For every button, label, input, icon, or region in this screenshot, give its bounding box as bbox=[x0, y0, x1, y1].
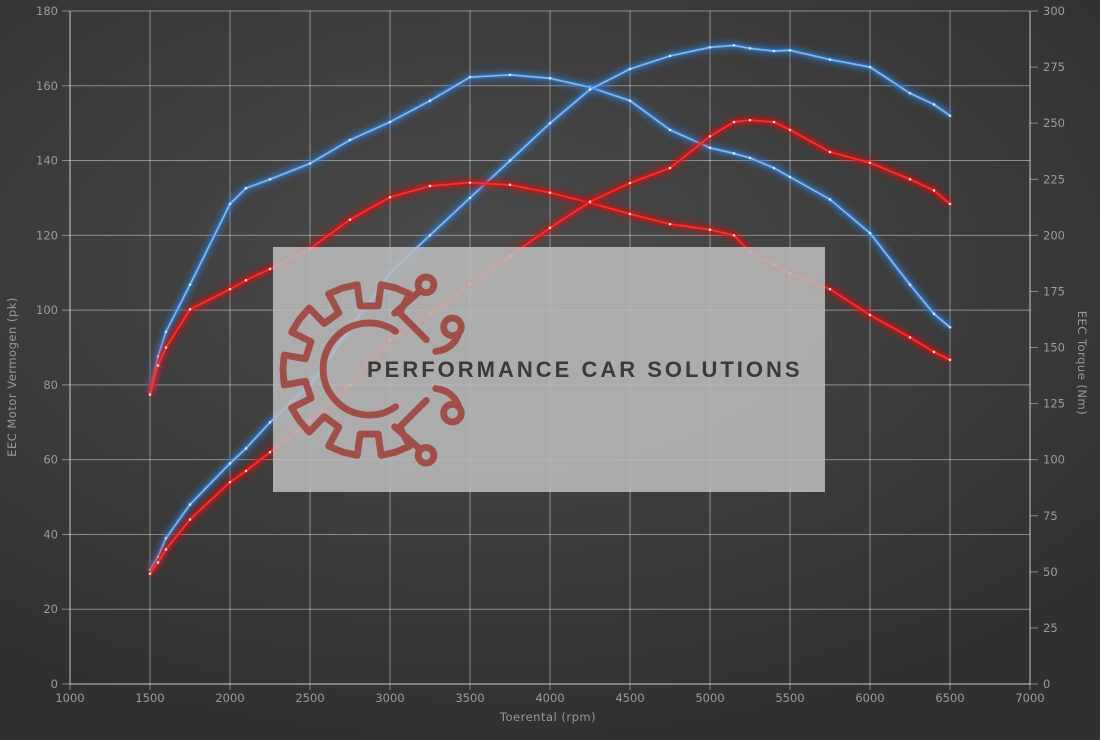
tick-label: 20 bbox=[43, 602, 58, 616]
right-axis-title: EEC Torque (Nm) bbox=[1075, 311, 1089, 415]
tick-label: 6000 bbox=[855, 691, 884, 705]
tick-label: 5500 bbox=[775, 691, 804, 705]
tick-label: 275 bbox=[1043, 60, 1065, 74]
tick-label: 1000 bbox=[55, 691, 84, 705]
gear-inner-arc bbox=[319, 319, 400, 419]
tick-label: 100 bbox=[1043, 453, 1065, 467]
axis-ticks bbox=[62, 10, 1038, 690]
tick-label: 100 bbox=[36, 303, 58, 317]
circuit-dot-bottom bbox=[414, 443, 438, 467]
tick-label: 3000 bbox=[375, 691, 404, 705]
circuit-dot-top bbox=[414, 272, 438, 296]
tick-label: 7000 bbox=[1015, 691, 1044, 705]
tick-label: 180 bbox=[36, 4, 58, 18]
tick-label: 3500 bbox=[455, 691, 484, 705]
tick-label: 160 bbox=[36, 79, 58, 93]
tick-label: 50 bbox=[1043, 565, 1058, 579]
circuit-dot-curl-bottom bbox=[440, 400, 465, 425]
dyno-curves bbox=[146, 41, 953, 577]
tick-label: 6500 bbox=[935, 691, 964, 705]
tick-label: 175 bbox=[1043, 284, 1065, 298]
tick-label: 1500 bbox=[135, 691, 164, 705]
circuit-dot-curl-top bbox=[440, 314, 465, 339]
gear-outline bbox=[279, 280, 430, 459]
tick-label: 60 bbox=[43, 453, 58, 467]
tick-label: 150 bbox=[1043, 341, 1065, 355]
tick-label: 5000 bbox=[695, 691, 724, 705]
x-axis-title: Toerental (rpm) bbox=[499, 710, 596, 724]
tick-label: 120 bbox=[36, 228, 58, 242]
tick-labels: 0 20 40 60 80 100 120 140 160 180 0 25 50 75 100 125 150… bbox=[36, 4, 1065, 705]
tick-label: 140 bbox=[36, 154, 58, 168]
tick-label: 200 bbox=[1043, 228, 1065, 242]
tick-label: 250 bbox=[1043, 116, 1065, 130]
curve-power-blue bbox=[146, 41, 953, 573]
tick-label: 0 bbox=[51, 677, 58, 691]
brand-name: PERFORMANCE CAR SOLUTIONS bbox=[367, 356, 803, 382]
tick-label: 4500 bbox=[615, 691, 644, 705]
tick-label: 4000 bbox=[535, 691, 564, 705]
watermark-background bbox=[273, 247, 825, 492]
watermark: PERFORMANCE CAR SOLUTIONS bbox=[273, 247, 825, 492]
left-axis-title: EEC Motor Vermogen (pk) bbox=[5, 297, 19, 457]
tick-label: 0 bbox=[1043, 677, 1050, 691]
tick-label: 300 bbox=[1043, 4, 1065, 18]
tick-label: 75 bbox=[1043, 509, 1058, 523]
tick-label: 2500 bbox=[295, 691, 324, 705]
tick-label: 2000 bbox=[215, 691, 244, 705]
gear-circuit-icon bbox=[279, 272, 465, 467]
circuit-trace-top bbox=[391, 288, 422, 317]
curve-torque-blue bbox=[146, 70, 953, 394]
tick-label: 125 bbox=[1043, 397, 1065, 411]
tick-label: 40 bbox=[43, 527, 58, 541]
circuit-trace-bottom bbox=[391, 422, 422, 451]
tick-label: 80 bbox=[43, 378, 58, 392]
tick-label: 225 bbox=[1043, 172, 1065, 186]
tick-label: 25 bbox=[1043, 621, 1058, 635]
